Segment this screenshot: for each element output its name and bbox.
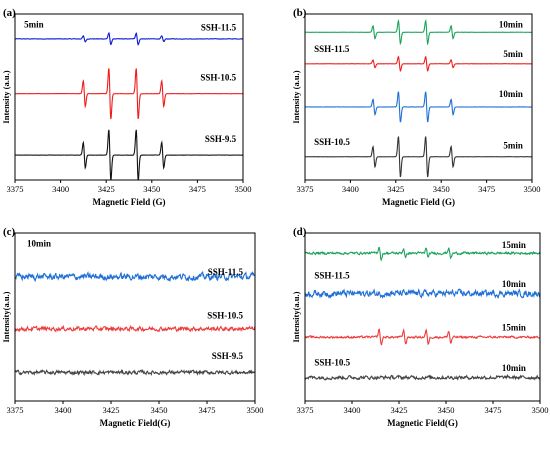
series-annotation: SSH-10.5 [314, 137, 350, 147]
x-tick-label: 3450 [143, 184, 160, 194]
series-line-2 [305, 55, 532, 73]
plot-frame [304, 232, 541, 402]
series-line-1 [305, 246, 540, 262]
panel-c: (c) 3375 3400 3425 3450 3475 3500 Magnetic Fiel… [1, 226, 264, 428]
series-annotation: SSH-11.5 [208, 267, 244, 277]
series-annotation: SSH-10.5 [207, 311, 243, 321]
series-line-2 [15, 68, 243, 120]
x-tick-label: 3400 [55, 405, 72, 415]
x-tick-label: 3500 [235, 184, 252, 194]
plot-frame [14, 13, 244, 181]
series-line-1 [15, 270, 255, 283]
series-annotation: 5min [503, 140, 523, 150]
series-line-1 [305, 18, 532, 46]
y-axis-label: Intensity (a.u.) [291, 70, 301, 123]
series-line-3 [15, 129, 243, 180]
series-annotation: 10min [27, 238, 51, 248]
x-tick-label: 3375 [7, 405, 24, 415]
x-tick-label: 3450 [433, 184, 450, 194]
series-annotation: 5min [503, 49, 523, 59]
y-axis-label: Intensity(a.u.) [1, 291, 11, 342]
series-annotation: SSH-11.5 [201, 23, 237, 33]
x-axis-label: Magnetic Field (G) [382, 197, 455, 207]
series-annotation: SSH-11.5 [314, 270, 350, 280]
x-tick-label: 3450 [151, 405, 168, 415]
y-axis-label: Intensity (a.u.) [1, 70, 11, 123]
x-tick-label: 3475 [485, 405, 502, 415]
series-annotation: 15min [502, 240, 526, 250]
series-annotation: 10min [499, 89, 523, 99]
x-tick-label: 3400 [344, 405, 361, 415]
x-tick-label: 3425 [103, 405, 120, 415]
series-annotation: SSH-10.5 [200, 72, 236, 82]
series-line-4 [305, 374, 540, 381]
series-line-2 [15, 324, 255, 333]
series-annotation: 10min [499, 19, 523, 29]
panel-label: (d) [293, 226, 307, 238]
x-tick-label: 3475 [478, 184, 495, 194]
series-line-3 [305, 91, 532, 123]
x-tick-label: 3450 [438, 405, 455, 415]
series-annotation: 10min [502, 363, 526, 373]
x-tick-label: 3425 [391, 405, 408, 415]
series-annotation: 5min [24, 19, 44, 29]
x-tick-label: 3475 [199, 405, 216, 415]
x-tick-label: 3500 [247, 405, 264, 415]
panel-label: (a) [3, 7, 16, 19]
panel-d: (d) 3375 3400 3425 3450 3475 3500 Magnetic Fiel… [291, 226, 549, 428]
series-annotation: SSH-9.5 [212, 351, 244, 361]
x-tick-label: 3375 [297, 184, 314, 194]
series-annotation: SSH-11.5 [314, 44, 350, 54]
x-tick-label: 3375 [7, 184, 24, 194]
series-annotation: 15min [502, 322, 526, 332]
plot-frame [14, 232, 256, 402]
panel-label: (c) [3, 226, 16, 238]
series-annotation: SSH-10.5 [314, 358, 350, 368]
series-annotation: 10min [502, 279, 526, 289]
series-annotation: SSH-9.5 [205, 134, 237, 144]
x-tick-label: 3425 [98, 184, 115, 194]
x-axis-label: Magnetic Field (G) [93, 197, 166, 207]
y-axis-label: Intensity(a.u.) [291, 291, 301, 342]
x-axis-label: Magnetic Field(G) [387, 418, 458, 428]
x-tick-label: 3500 [532, 405, 549, 415]
series-line-4 [305, 136, 532, 178]
panel-b: (b) 3375 3400 3425 3450 3475 3500 Magnetic Fiel… [291, 7, 541, 207]
plot-frame [304, 13, 533, 181]
x-tick-label: 3425 [387, 184, 404, 194]
panel-a: (a) 3375 3400 3425 3450 3475 3500 Magnetic Fiel… [1, 7, 252, 207]
x-tick-label: 3375 [297, 405, 314, 415]
x-tick-label: 3400 [52, 184, 69, 194]
series-line-3 [15, 368, 255, 377]
series-line-3 [305, 328, 540, 346]
series-line-1 [15, 31, 243, 46]
series-line-2 [305, 288, 540, 300]
x-tick-label: 3475 [189, 184, 206, 194]
x-axis-label: Magnetic Field(G) [100, 418, 171, 428]
panel-label: (b) [293, 7, 307, 19]
x-tick-label: 3400 [342, 184, 359, 194]
x-tick-label: 3500 [524, 184, 541, 194]
